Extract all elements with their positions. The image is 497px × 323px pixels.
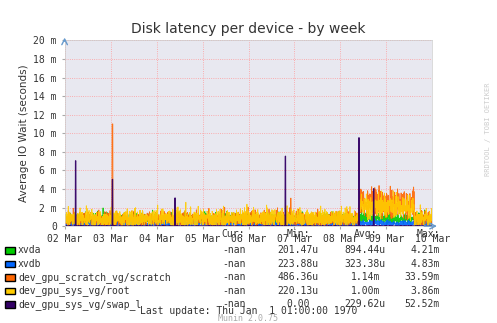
Text: 223.88u: 223.88u bbox=[278, 259, 319, 269]
Text: -nan: -nan bbox=[222, 272, 246, 282]
Y-axis label: Average IO Wait (seconds): Average IO Wait (seconds) bbox=[19, 64, 29, 202]
Text: dev_gpu_scratch_vg/scratch: dev_gpu_scratch_vg/scratch bbox=[18, 272, 170, 283]
Text: 201.47u: 201.47u bbox=[278, 245, 319, 255]
Text: 220.13u: 220.13u bbox=[278, 286, 319, 296]
Text: RRDTOOL / TOBI OETIKER: RRDTOOL / TOBI OETIKER bbox=[485, 82, 491, 176]
Text: 486.36u: 486.36u bbox=[278, 272, 319, 282]
Text: 894.44u: 894.44u bbox=[345, 245, 386, 255]
Text: Min:: Min: bbox=[286, 229, 310, 239]
Text: 3.86m: 3.86m bbox=[411, 286, 440, 296]
Text: dev_gpu_sys_vg/root: dev_gpu_sys_vg/root bbox=[18, 286, 130, 296]
Text: 0.00: 0.00 bbox=[286, 299, 310, 309]
Text: 4.21m: 4.21m bbox=[411, 245, 440, 255]
Text: xvdb: xvdb bbox=[18, 259, 41, 269]
Text: 52.52m: 52.52m bbox=[405, 299, 440, 309]
Text: Last update: Thu Jan  1 01:00:00 1970: Last update: Thu Jan 1 01:00:00 1970 bbox=[140, 306, 357, 316]
Text: Avg:: Avg: bbox=[353, 229, 377, 239]
Text: -nan: -nan bbox=[222, 245, 246, 255]
Text: -nan: -nan bbox=[222, 286, 246, 296]
Text: xvda: xvda bbox=[18, 245, 41, 255]
Text: Cur:: Cur: bbox=[222, 229, 246, 239]
Text: 323.38u: 323.38u bbox=[345, 259, 386, 269]
Text: Munin 2.0.75: Munin 2.0.75 bbox=[219, 314, 278, 323]
Text: 1.00m: 1.00m bbox=[350, 286, 380, 296]
Text: Max:: Max: bbox=[416, 229, 440, 239]
Text: -nan: -nan bbox=[222, 299, 246, 309]
Text: -nan: -nan bbox=[222, 259, 246, 269]
Text: 229.62u: 229.62u bbox=[345, 299, 386, 309]
Text: dev_gpu_sys_vg/swap_l: dev_gpu_sys_vg/swap_l bbox=[18, 299, 141, 310]
Title: Disk latency per device - by week: Disk latency per device - by week bbox=[131, 22, 366, 36]
Text: 1.14m: 1.14m bbox=[350, 272, 380, 282]
Text: 4.83m: 4.83m bbox=[411, 259, 440, 269]
Text: 33.59m: 33.59m bbox=[405, 272, 440, 282]
